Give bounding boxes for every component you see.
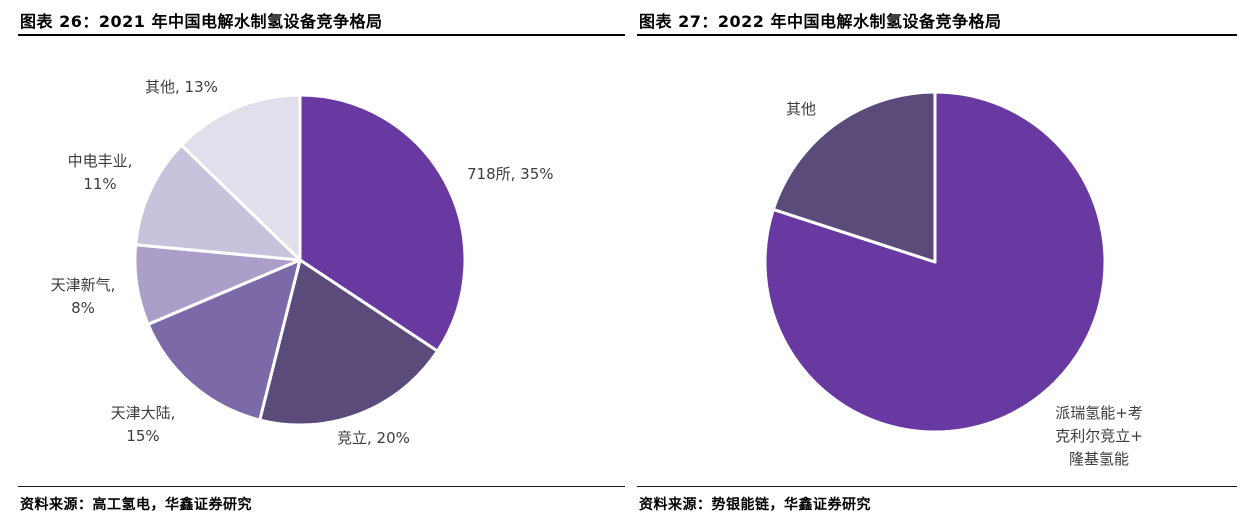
pie-chart-2022 (763, 90, 1107, 434)
pie-slice-中电丰业 (134, 143, 302, 262)
figure-2022: 图表 27：2022 年中国电解水制氢设备竞争格局 其他 派瑞氢能+考 克利尔竞… (637, 0, 1237, 527)
pie-slice-其他 (771, 90, 937, 264)
pie-slice-其他 (180, 93, 302, 262)
figure-2022-title: 图表 27：2022 年中国电解水制氢设备竞争格局 (639, 12, 1002, 31)
figure-2022-footer-rule: 资料来源：势银能链，华鑫证券研究 (637, 486, 1237, 527)
figure-2021-footer-rule: 资料来源：高工氢电，华鑫证券研究 (18, 486, 625, 527)
pie-slice-派瑞氢能+考克利尔竞立+隆基氢能 (763, 90, 1107, 434)
slice-label-tianjindalu: 天津大陆, 15% (110, 404, 176, 445)
figure-2022-header-rule: 图表 27：2022 年中国电解水制氢设备竞争格局 (637, 0, 1237, 36)
pie-chart-2021 (133, 93, 467, 427)
slice-label-qita-2021: 其他, 13% (145, 78, 218, 96)
figure-2021-header-rule: 图表 26：2021 年中国电解水制氢设备竞争格局 (18, 0, 625, 36)
slice-label-jingli: 竞立, 20% (337, 429, 410, 447)
figure-2021: 图表 26：2021 年中国电解水制氢设备竞争格局 其他, 13% 中电丰业, … (18, 0, 625, 527)
slice-label-qita-2022: 其他 (786, 100, 817, 118)
pie-slice-天津大陆 (146, 258, 302, 422)
figure-2022-source: 资料来源：势银能链，华鑫证券研究 (639, 497, 871, 513)
slice-label-pairui-group: 派瑞氢能+考 克利尔竞立+ 隆基氢能 (1055, 404, 1143, 468)
slice-label-tianjinxinqi: 天津新气, 8% (50, 276, 116, 317)
pie-slice-竞立 (258, 258, 440, 427)
figure-2021-source: 资料来源：高工氢电，华鑫证券研究 (20, 497, 252, 513)
slice-label-718suo: 718所, 35% (467, 165, 554, 183)
figure-2021-title: 图表 26：2021 年中国电解水制氢设备竞争格局 (20, 12, 383, 31)
slice-label-zhongdianfengye: 中电丰业, 11% (67, 152, 133, 193)
